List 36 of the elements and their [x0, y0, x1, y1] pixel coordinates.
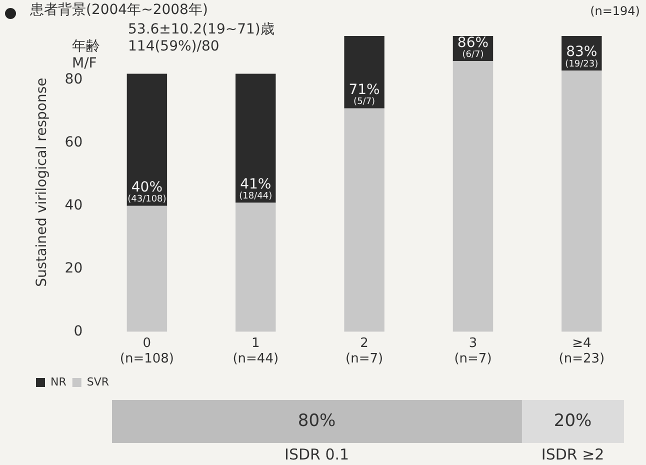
- y-tick-label: 0: [74, 323, 83, 340]
- series-label: ISDR ≥2: [541, 445, 604, 464]
- y-axis-title: Sustained virilogical response: [34, 78, 50, 287]
- data-label: 71% (5/7): [348, 82, 380, 108]
- bar: [344, 36, 384, 108]
- bar: [126, 74, 168, 206]
- data-label: 20%: [554, 410, 592, 431]
- annotation: 53.6±10.2(19~71)歳: [128, 22, 274, 38]
- bar: [236, 202, 276, 332]
- data-label: 40% (43/108): [128, 180, 166, 205]
- y-tick-label: 40: [64, 198, 83, 214]
- bar: [452, 61, 494, 332]
- annotation: 年齢: [72, 38, 100, 55]
- chart-title: 患者背景(2004年~2008年): [29, 2, 208, 18]
- x-tick-label: ≥4 (n=23): [558, 336, 605, 367]
- data-label: 80%: [298, 410, 336, 431]
- series-label: ISDR 0.1: [284, 445, 350, 464]
- annotation: M/F: [72, 56, 97, 72]
- data-label: 83% (19/23): [565, 44, 598, 70]
- annotation: 114(59%)/80: [128, 38, 220, 55]
- x-tick-label: 0 (n=108): [120, 336, 174, 367]
- bar: [562, 70, 602, 332]
- data-label: 41% (18/44): [239, 176, 272, 202]
- x-tick-label: 2 (n=7): [346, 336, 384, 367]
- legend-label: SVR: [86, 375, 110, 388]
- bar: [126, 206, 168, 332]
- bar: [344, 108, 384, 332]
- x-tick-label: 3 (n=7): [454, 336, 492, 367]
- y-tick-label: 80: [64, 72, 83, 88]
- text: (n=194): [590, 4, 640, 18]
- legend-label: NR: [50, 375, 67, 388]
- data-label: 86% (6/7): [457, 34, 489, 60]
- y-tick-label: 60: [64, 134, 83, 151]
- bar: [236, 74, 276, 203]
- y-tick-label: 20: [64, 260, 83, 276]
- x-tick-label: 1 (n=44): [232, 336, 279, 367]
